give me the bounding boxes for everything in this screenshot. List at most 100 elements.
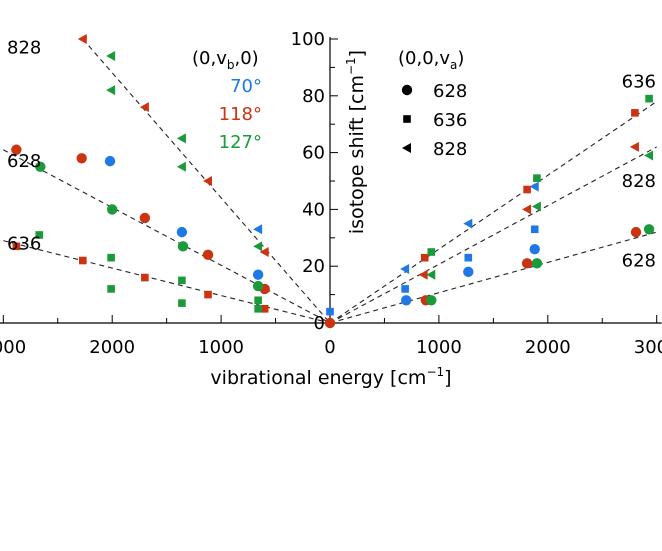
legend-isotopologue-title: (0,0,va)	[398, 48, 464, 72]
x-tick-label: 3000	[634, 337, 662, 358]
point-636-green	[178, 299, 186, 307]
point-636-red	[141, 273, 149, 282]
legend-628-label: 628	[433, 81, 467, 102]
point-828-red	[629, 141, 639, 152]
legend-828-label: 828	[433, 139, 467, 160]
legend-isotopologue: (0,0,va) 628 636 828	[398, 48, 467, 160]
y-tick-label: 40	[302, 199, 325, 220]
point-628-blue	[176, 226, 188, 238]
point-628-red	[630, 226, 642, 238]
fit-line	[329, 231, 657, 324]
legend-828-marker	[402, 143, 411, 153]
point-636-green	[533, 174, 541, 182]
point-828-blue	[529, 181, 539, 192]
point-828-blue	[253, 224, 263, 235]
point-628-blue	[104, 155, 116, 167]
point-828-green	[253, 241, 263, 252]
fit-line	[329, 146, 657, 324]
legend-bending: (0,vb,0) 70° 118° 127°	[192, 48, 262, 153]
point-636-green	[107, 285, 115, 293]
fit-lines	[3, 38, 658, 324]
point-636-green	[35, 231, 44, 239]
point-636-red	[523, 185, 531, 194]
point-636-blue	[326, 307, 334, 316]
point-828-green	[644, 150, 654, 161]
point-628-green	[643, 224, 655, 235]
point-636-blue	[401, 285, 409, 293]
point-628-blue	[401, 295, 412, 306]
point-628-green	[531, 258, 543, 269]
line-label-636: 636	[622, 72, 656, 93]
fit-line	[329, 101, 658, 324]
point-828-red	[522, 204, 532, 215]
legend-636-marker	[403, 115, 411, 123]
point-828-red	[259, 247, 269, 257]
line-label-636: 636	[7, 233, 41, 254]
axis-ticks: 3000 2000 1000 0 1000 2000 3000 0 20 40 60 80 100	[0, 29, 662, 358]
point-828-green	[176, 161, 186, 172]
y-tick-label: 20	[302, 256, 325, 277]
point-828-green	[106, 85, 116, 96]
point-636-green	[254, 305, 262, 313]
legend-628-marker	[401, 84, 413, 96]
point-636-green	[178, 276, 186, 285]
point-636-red	[204, 290, 212, 299]
point-628-red	[139, 212, 151, 224]
legend-bending-70: 70°	[230, 76, 262, 97]
legend-636-label: 636	[433, 110, 467, 131]
point-628-red	[202, 249, 214, 261]
y-tick-label: 100	[291, 29, 325, 50]
legend-bending-title: (0,vb,0)	[192, 48, 259, 72]
x-tick-label: 2000	[525, 337, 571, 358]
point-628-green	[107, 204, 118, 215]
point-628-red	[11, 144, 22, 155]
point-636-red	[420, 253, 429, 262]
line-label-628: 628	[7, 151, 41, 172]
line-label-828: 828	[622, 171, 656, 192]
point-828-green	[106, 51, 116, 62]
y-tick-label: 60	[302, 143, 325, 164]
point-628-green	[426, 295, 437, 306]
point-828-blue	[400, 264, 410, 275]
point-628-blue	[252, 269, 264, 280]
point-628-green	[177, 241, 189, 252]
point-828-red	[418, 269, 428, 280]
point-636-green	[645, 94, 653, 103]
point-628-blue	[463, 266, 474, 278]
point-828-red	[139, 102, 149, 113]
y-tick-label: 80	[302, 86, 325, 107]
x-tick-label: 2000	[89, 337, 135, 358]
legend-bending-127: 127°	[219, 132, 262, 153]
x-tick-label: 3000	[0, 337, 26, 358]
legend-bending-118: 118°	[219, 104, 262, 125]
y-axis-label: isotope shift [cm−1]	[344, 50, 368, 234]
x-axis-label: vibrational energy [cm−1]	[210, 365, 451, 389]
point-828-red	[77, 34, 87, 44]
point-636-red	[631, 109, 639, 117]
point-628-red	[521, 258, 533, 269]
axes	[0, 37, 662, 324]
point-828-green	[176, 133, 186, 144]
point-828-green	[426, 269, 436, 280]
point-628-red	[76, 153, 87, 164]
point-636-green	[427, 248, 436, 256]
y-tick-label: 0	[314, 313, 325, 334]
point-628-blue	[529, 243, 540, 255]
fit-line	[3, 240, 331, 324]
point-636-red	[12, 242, 21, 251]
point-828-green	[531, 201, 541, 212]
point-828-blue	[463, 218, 473, 229]
point-828-red	[203, 176, 213, 186]
x-tick-label: 1000	[416, 337, 462, 358]
line-labels: 828 628 636 636 828 628	[7, 38, 656, 272]
point-628-green	[35, 161, 46, 172]
point-636-red	[260, 305, 269, 313]
point-636-green	[107, 253, 115, 262]
point-636-blue	[530, 225, 539, 234]
x-tick-label: 1000	[198, 337, 244, 358]
point-636-blue	[464, 253, 473, 262]
point-628-red	[324, 317, 336, 329]
line-label-628: 628	[622, 251, 656, 272]
line-label-828: 828	[7, 38, 41, 59]
